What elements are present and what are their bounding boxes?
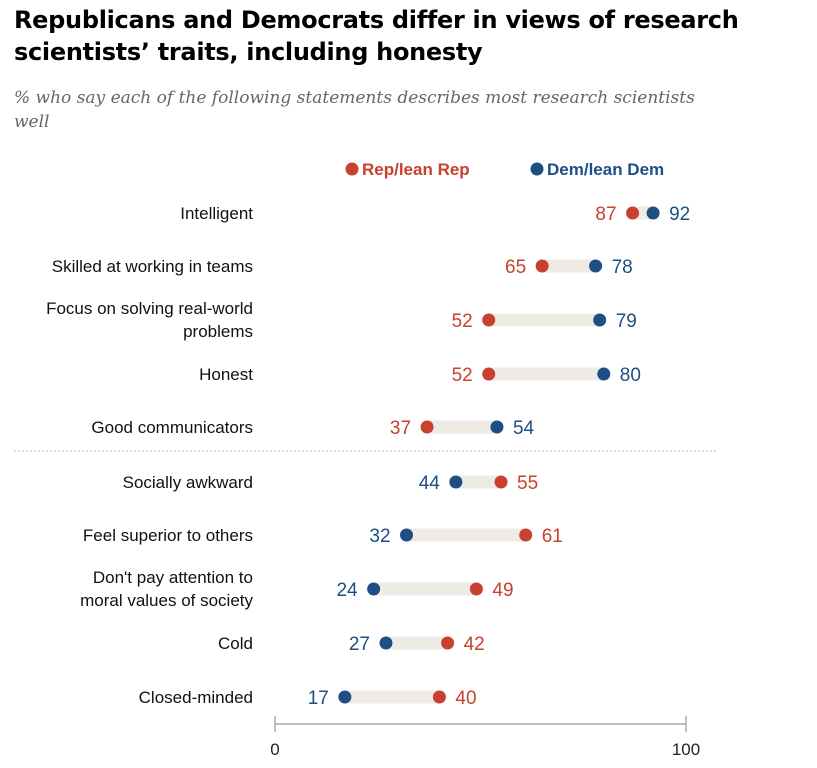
rep-dot — [494, 475, 508, 489]
rep-value-label: 55 — [517, 473, 538, 494]
rep-dot — [482, 367, 496, 381]
rep-value-label: 42 — [464, 634, 485, 655]
rep-value-label: 37 — [390, 418, 411, 439]
legend-dem-label: Dem/lean Dem — [547, 160, 664, 179]
rep-dot — [469, 582, 483, 596]
rep-value-label: 65 — [505, 257, 526, 278]
rep-value-label: 49 — [492, 580, 513, 601]
rep-value-label: 87 — [595, 204, 616, 225]
category-label: Cold — [218, 634, 253, 653]
category-label: Feel superior to others — [83, 526, 253, 545]
dem-dot — [379, 636, 393, 650]
rep-value-label: 52 — [452, 311, 473, 332]
range-bar — [488, 313, 600, 327]
category-label: Good communicators — [91, 418, 253, 437]
dem-dot — [490, 420, 504, 434]
dem-dot — [597, 367, 611, 381]
range-bar — [455, 475, 502, 489]
dem-value-label: 27 — [349, 634, 370, 655]
dem-value-label: 78 — [612, 257, 633, 278]
dem-value-label: 32 — [369, 526, 390, 547]
range-bar — [406, 528, 526, 542]
category-label: Intelligent — [180, 204, 253, 223]
category-label: Honest — [199, 365, 253, 384]
category-label: Skilled at working in teams — [52, 257, 253, 276]
dem-dot — [338, 690, 352, 704]
rep-value-label: 52 — [452, 365, 473, 386]
dem-value-label: 24 — [336, 580, 358, 601]
dem-value-label: 92 — [669, 204, 690, 225]
dem-value-label: 79 — [616, 311, 637, 332]
dem-dot — [593, 313, 607, 327]
category-label: Socially awkward — [123, 473, 253, 492]
legend-rep-marker — [345, 162, 359, 176]
category-label: Focus on solving real-world — [46, 299, 253, 318]
range-bar — [385, 636, 448, 650]
dem-value-label: 17 — [308, 688, 329, 709]
dem-value-label: 54 — [513, 418, 535, 439]
dem-value-label: 44 — [419, 473, 441, 494]
x-tick-label: 100 — [672, 740, 700, 759]
x-tick-label: 0 — [270, 740, 279, 759]
chart-subtitle: % who say each of the following statemen… — [14, 88, 695, 132]
rep-dot — [626, 206, 640, 220]
category-label: Closed-minded — [139, 688, 253, 707]
rep-dot — [519, 528, 533, 542]
rep-value-label: 61 — [542, 526, 563, 547]
range-bar — [542, 259, 596, 273]
dem-dot — [449, 475, 463, 489]
range-bar — [373, 582, 477, 596]
dem-dot — [367, 582, 381, 596]
dem-dot — [400, 528, 414, 542]
range-bar — [344, 690, 440, 704]
rep-dot — [482, 313, 496, 327]
category-label: problems — [183, 322, 253, 341]
rep-dot — [420, 420, 434, 434]
chart-title: Republicans and Democrats differ in view… — [14, 6, 739, 66]
legend-rep-label: Rep/lean Rep — [362, 160, 470, 179]
rep-value-label: 40 — [455, 688, 476, 709]
dem-dot — [589, 259, 603, 273]
legend-dem-marker — [530, 162, 544, 176]
category-label: moral values of society — [80, 591, 253, 610]
rep-dot — [535, 259, 549, 273]
category-label: Don't pay attention to — [93, 568, 253, 587]
range-bar — [488, 367, 604, 381]
rep-dot — [432, 690, 446, 704]
dem-value-label: 80 — [620, 365, 641, 386]
rep-dot — [441, 636, 455, 650]
dem-dot — [646, 206, 660, 220]
range-bar — [427, 420, 497, 434]
